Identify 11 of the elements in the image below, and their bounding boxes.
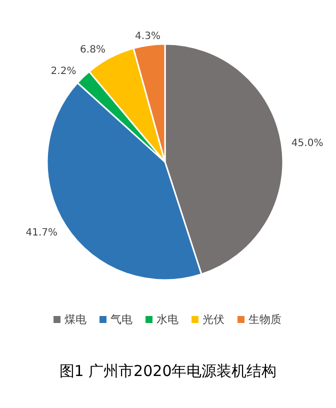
data-label: 6.8% bbox=[80, 44, 106, 56]
legend-label: 水电 bbox=[156, 313, 178, 326]
text: 图1 广州市2020年电源装机结构 bbox=[59, 362, 277, 380]
legend-label: 光伏 bbox=[202, 313, 224, 326]
legend-label: 生物质 bbox=[248, 313, 282, 326]
data-label: 2.2% bbox=[50, 66, 76, 77]
data-label: 45.0% bbox=[291, 138, 324, 149]
legend-label: 煤电 bbox=[64, 313, 86, 326]
data-label: 4.3% bbox=[135, 31, 160, 42]
legend-label: 气电 bbox=[110, 313, 132, 326]
data-label: 41.7% bbox=[26, 228, 58, 239]
